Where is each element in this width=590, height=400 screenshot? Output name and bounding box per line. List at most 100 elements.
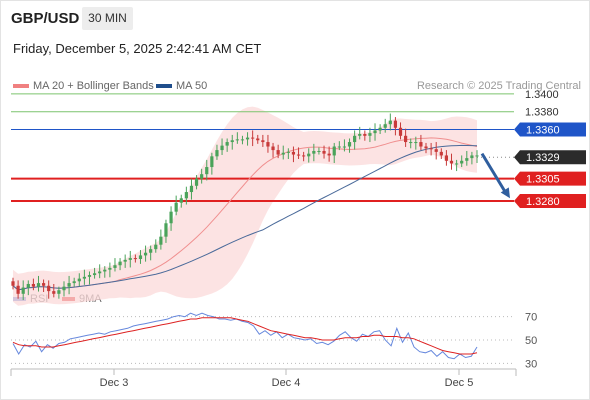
candle <box>465 158 469 161</box>
legend-label: MA 50 <box>176 80 208 92</box>
candle <box>210 156 214 168</box>
candle <box>215 150 219 157</box>
x-tick-label-0: Dec 3 <box>100 377 129 389</box>
candle <box>133 258 137 260</box>
current-price-tag <box>514 150 586 165</box>
candle <box>62 286 66 291</box>
rsi-series-9ma <box>12 317 478 355</box>
candle <box>113 265 117 268</box>
bollinger-band <box>13 106 477 306</box>
candle <box>429 148 433 150</box>
timeframe-button[interactable]: 30 MIN <box>82 7 133 30</box>
candle <box>383 124 387 128</box>
candle <box>235 139 239 141</box>
level-tag-4 <box>514 193 586 208</box>
candle <box>368 133 372 136</box>
candle <box>220 145 224 151</box>
candle <box>470 155 474 159</box>
candle <box>419 142 423 147</box>
candle <box>460 160 464 164</box>
candle <box>347 142 352 147</box>
level-label-4: 1.3280 <box>526 196 560 208</box>
candle <box>164 223 168 237</box>
candle <box>240 139 245 141</box>
candle <box>31 283 35 287</box>
level-tag-3 <box>514 171 586 186</box>
candle <box>266 142 270 147</box>
candle <box>276 150 280 155</box>
candle <box>154 244 158 250</box>
candle <box>353 135 357 143</box>
candle <box>36 283 41 287</box>
candle <box>189 185 194 193</box>
candle <box>108 267 112 270</box>
current-price-label: 1.3329 <box>526 152 560 164</box>
candle <box>230 140 234 143</box>
candle <box>21 287 25 294</box>
candle <box>271 146 275 151</box>
legend-item-ma50: MA 50 <box>156 80 207 92</box>
candle <box>409 142 413 144</box>
candle <box>312 150 316 154</box>
candle <box>118 261 122 266</box>
candle <box>444 155 449 161</box>
legend-swatch <box>156 84 172 89</box>
candle <box>128 258 132 260</box>
candle <box>388 120 392 125</box>
rsi-tick-label-0: 70 <box>525 312 537 324</box>
candle <box>342 146 347 148</box>
candle <box>449 160 454 164</box>
candle <box>245 137 250 140</box>
candle <box>138 255 143 259</box>
candle <box>143 252 148 256</box>
rsi-tick-label-1: 50 <box>525 335 537 347</box>
ma50-line <box>12 144 478 291</box>
candle <box>439 151 443 156</box>
candle <box>92 273 97 276</box>
candle <box>373 130 377 134</box>
candle <box>327 153 331 156</box>
candle <box>149 249 153 253</box>
level-label-1: 1.3380 <box>525 107 559 119</box>
candle <box>174 202 178 212</box>
candle <box>47 285 51 292</box>
candle <box>26 283 30 288</box>
candle <box>16 285 20 294</box>
candle <box>57 290 61 294</box>
candle <box>307 153 311 157</box>
chart-datetime: Friday, December 5, 2025 2:42:41 AM CET <box>13 41 262 56</box>
legend-swatch <box>13 84 29 89</box>
x-tick-label-2: Dec 5 <box>445 377 474 389</box>
candle <box>286 151 290 153</box>
candle <box>159 236 163 245</box>
rsi-tick-label-2: 30 <box>525 358 537 370</box>
candle <box>103 269 107 272</box>
symbol-title: GBP/USD <box>11 10 80 27</box>
candle <box>41 283 46 286</box>
candle <box>337 146 341 148</box>
x-tick-label-1: Dec 4 <box>272 377 301 389</box>
candle <box>291 151 296 155</box>
candle <box>251 137 255 139</box>
candle <box>11 281 15 286</box>
legend-label: MA 20 + Bollinger Bands <box>33 80 154 92</box>
candle <box>434 149 438 152</box>
candle <box>82 276 86 279</box>
candle <box>205 167 209 175</box>
candle <box>72 281 76 284</box>
candle <box>322 150 326 154</box>
candle <box>455 163 459 165</box>
candle <box>200 174 204 179</box>
candle <box>194 178 199 186</box>
credit-text: Research © 2025 Trading Central <box>416 80 581 92</box>
candle <box>378 127 382 131</box>
candle <box>77 278 81 282</box>
chart-header: GBP/USD 30 MIN <box>0 0 590 38</box>
rsi-series-rsi <box>12 312 478 360</box>
candle <box>302 155 306 157</box>
candle <box>179 198 183 203</box>
candle <box>52 291 56 294</box>
candle <box>398 127 403 136</box>
legend-item-ma20: MA 20 + Bollinger Bands <box>13 80 154 92</box>
